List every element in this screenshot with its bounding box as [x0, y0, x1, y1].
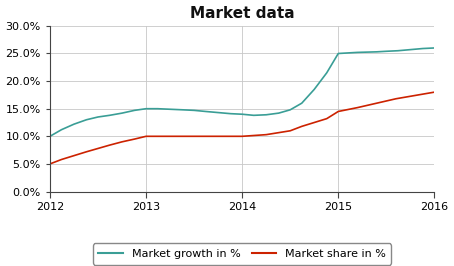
Market share in %: [84, 150, 89, 153]
Market share in %: [119, 140, 125, 143]
Market share in %: [107, 144, 112, 147]
Market growth in %: [59, 128, 64, 131]
Market growth in %: [287, 108, 293, 111]
Market growth in %: [168, 108, 173, 111]
Legend: Market growth in %, Market share in %: Market growth in %, Market share in %: [93, 243, 391, 265]
Market share in %: [95, 147, 101, 150]
Market share in %: [355, 106, 360, 109]
Market share in %: [239, 135, 245, 138]
Market share in %: [143, 135, 149, 138]
Market growth in %: [251, 114, 257, 117]
Market growth in %: [84, 118, 89, 121]
Market growth in %: [263, 113, 269, 116]
Market share in %: [263, 133, 269, 136]
Market share in %: [299, 125, 305, 128]
Market share in %: [71, 154, 77, 157]
Market growth in %: [324, 71, 330, 74]
Market growth in %: [107, 114, 112, 117]
Market growth in %: [408, 48, 413, 51]
Market share in %: [47, 162, 53, 165]
Market share in %: [168, 135, 173, 138]
Market growth in %: [143, 107, 149, 110]
Market growth in %: [215, 111, 221, 114]
Market growth in %: [299, 102, 305, 105]
Market growth in %: [355, 51, 360, 54]
Market share in %: [336, 110, 341, 113]
Market growth in %: [119, 111, 125, 115]
Market share in %: [59, 158, 64, 161]
Market growth in %: [432, 46, 437, 49]
Line: Market growth in %: Market growth in %: [50, 48, 434, 136]
Market share in %: [132, 138, 137, 141]
Market share in %: [432, 90, 437, 94]
Market growth in %: [155, 107, 160, 110]
Market share in %: [374, 102, 380, 105]
Market growth in %: [95, 115, 101, 119]
Market growth in %: [203, 110, 208, 113]
Market growth in %: [180, 108, 185, 111]
Market share in %: [393, 97, 399, 100]
Line: Market share in %: Market share in %: [50, 92, 434, 164]
Market share in %: [287, 129, 293, 132]
Market growth in %: [192, 109, 197, 112]
Market share in %: [215, 135, 221, 138]
Market share in %: [192, 135, 197, 138]
Market growth in %: [374, 50, 380, 53]
Market growth in %: [239, 113, 245, 116]
Market growth in %: [395, 49, 400, 52]
Market growth in %: [420, 47, 425, 50]
Market growth in %: [384, 50, 389, 53]
Market growth in %: [365, 51, 370, 54]
Market share in %: [324, 117, 330, 120]
Market growth in %: [336, 52, 341, 55]
Market share in %: [412, 94, 418, 97]
Market growth in %: [47, 135, 53, 138]
Market share in %: [311, 121, 317, 124]
Market growth in %: [276, 111, 281, 115]
Market growth in %: [132, 109, 137, 112]
Market growth in %: [345, 51, 350, 55]
Market growth in %: [71, 123, 77, 126]
Title: Market data: Market data: [190, 6, 295, 20]
Market growth in %: [311, 88, 317, 91]
Market growth in %: [228, 112, 233, 115]
